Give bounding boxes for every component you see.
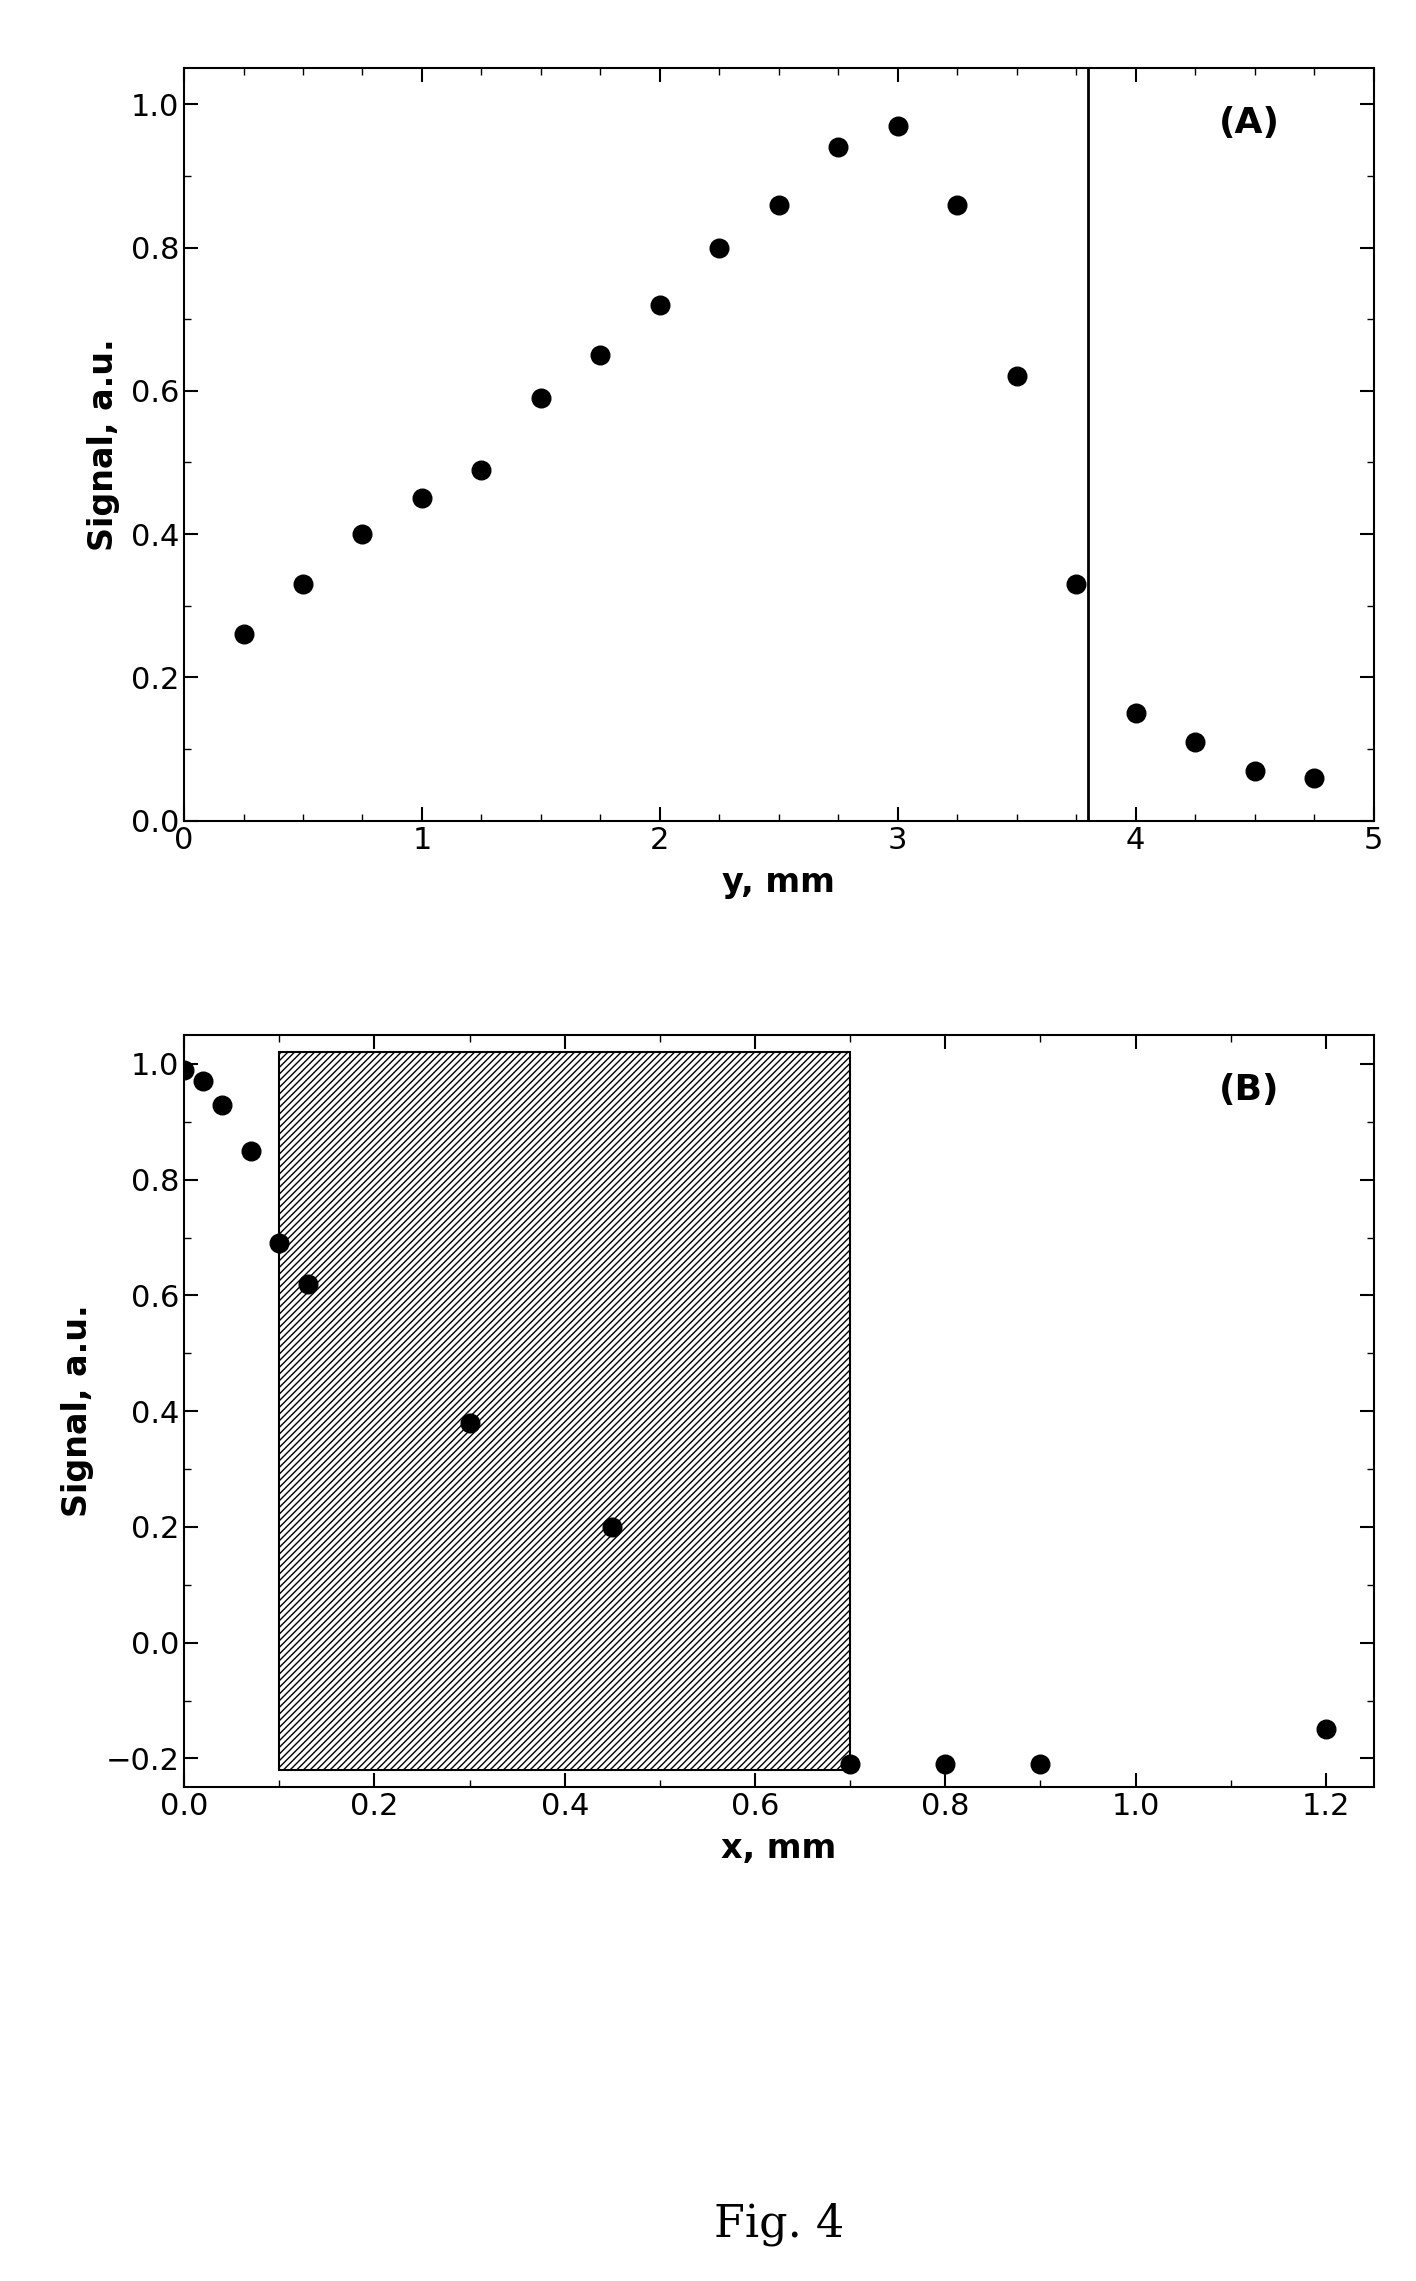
Point	[1005, 358, 1028, 395]
Point	[211, 1086, 234, 1122]
Point	[1314, 1711, 1337, 1747]
Point	[296, 1266, 319, 1302]
Point	[1065, 566, 1087, 602]
Point	[886, 107, 909, 144]
Point	[191, 1063, 214, 1099]
Point	[935, 1745, 957, 1781]
Point	[827, 130, 850, 167]
Y-axis label: Signal, a.u.: Signal, a.u.	[86, 338, 119, 552]
Point	[470, 452, 493, 488]
Point	[459, 1405, 481, 1442]
X-axis label: y, mm: y, mm	[722, 867, 835, 899]
Point	[239, 1134, 262, 1170]
Point	[649, 287, 671, 324]
Text: (A): (A)	[1219, 105, 1280, 139]
Point	[838, 1745, 861, 1781]
Text: Fig. 4: Fig. 4	[714, 2201, 844, 2247]
X-axis label: x, mm: x, mm	[721, 1832, 837, 1866]
Point	[767, 187, 790, 224]
Point	[411, 479, 433, 516]
Point	[268, 1225, 290, 1261]
Point	[1303, 760, 1325, 796]
Point	[292, 566, 314, 602]
Point	[589, 338, 612, 374]
Point	[173, 1052, 195, 1088]
Point	[232, 616, 255, 652]
Bar	[279, 1052, 850, 1770]
Point	[1184, 723, 1206, 760]
Point	[946, 187, 969, 224]
Point	[1243, 753, 1266, 789]
Point	[1029, 1745, 1052, 1781]
Point	[600, 1508, 623, 1544]
Point	[351, 516, 374, 552]
Point	[530, 379, 552, 415]
Y-axis label: Signal, a.u.: Signal, a.u.	[61, 1305, 95, 1517]
Text: (B): (B)	[1219, 1072, 1280, 1106]
Point	[1124, 696, 1147, 732]
Point	[708, 230, 731, 267]
